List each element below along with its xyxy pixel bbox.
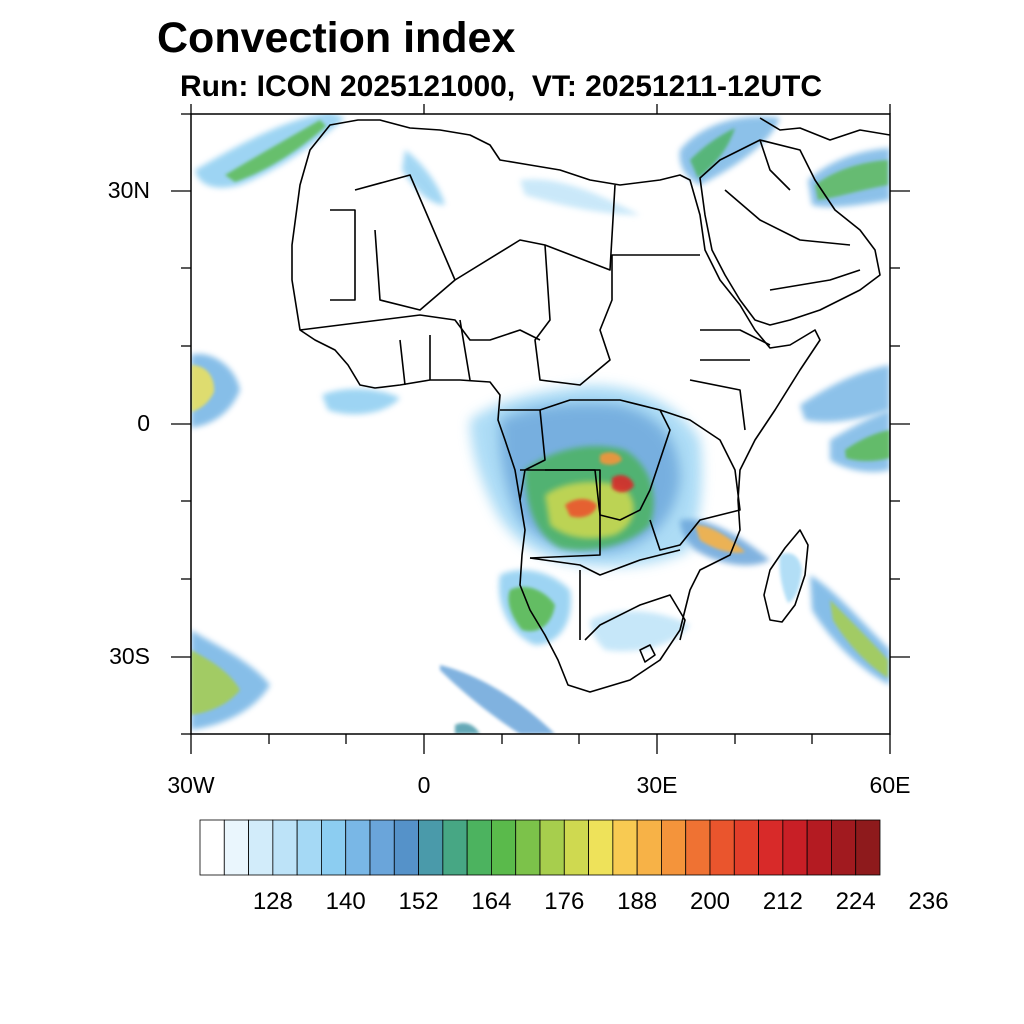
border-sahara-3: [354, 174, 456, 281]
field-levant-core: [690, 128, 735, 178]
colorbar-swatch: [563, 819, 589, 876]
field-sahara-plume: [402, 150, 445, 205]
colorbar-swatch: [296, 819, 322, 876]
lon-label-30e: 30E: [636, 772, 678, 798]
field-sw-atlantic-core: [191, 650, 240, 715]
colorbar-swatch: [588, 819, 614, 876]
lat-label-30n: 30N: [107, 177, 150, 203]
colorbar-swatch: [612, 819, 638, 876]
colorbar-label: 224: [835, 888, 876, 915]
field-south-africa: [590, 610, 690, 652]
border-mideast: [759, 117, 890, 141]
field-guinea: [322, 388, 400, 415]
arabia-coastline: [699, 139, 881, 326]
colorbar-swatch: [393, 819, 419, 876]
colorbar-swatch: [418, 819, 444, 876]
border-arabia: [724, 139, 861, 291]
border-libya-sudan: [534, 244, 700, 386]
field-central-red-1: [565, 499, 597, 518]
map-panel: [191, 114, 890, 734]
border-central-1: [500, 409, 546, 501]
madagascar-coastline: [763, 529, 809, 623]
border-lesotho: [639, 644, 656, 663]
lat-label-0: 0: [137, 410, 150, 436]
field-se-indian-mid-core: [845, 430, 890, 461]
field-central-orange-3: [600, 452, 622, 465]
border-sahara-2: [374, 184, 616, 311]
colorbar-swatch: [199, 819, 225, 876]
colorbar-label: 212: [762, 888, 803, 915]
convection-field: [191, 114, 890, 734]
border-horn: [689, 329, 771, 431]
border-southern-2: [584, 594, 686, 641]
field-iran-core: [815, 160, 888, 200]
colorbar-swatch: [661, 819, 687, 876]
colorbar-swatch: [345, 819, 371, 876]
field-madagascar: [779, 553, 802, 603]
colorbar-swatch: [223, 819, 249, 876]
lon-label-30w: 30W: [167, 772, 215, 798]
colorbar-swatch: [466, 819, 492, 876]
colorbar-swatch: [636, 819, 662, 876]
colorbar-label: 236: [908, 888, 949, 915]
map-subtitle: Run: ICON 2025121000, VT: 20251211-12UTC: [180, 70, 822, 103]
border-southern-1: [529, 549, 681, 640]
colorbar-swatch: [515, 819, 541, 876]
lat-label-30s: 30S: [109, 643, 150, 669]
colorbar-swatch: [321, 819, 347, 876]
colorbar-swatch: [442, 819, 468, 876]
field-se-indian-upper: [800, 365, 890, 422]
colorbar-label: 140: [325, 888, 366, 915]
field-namibia-core: [508, 586, 555, 632]
africa-coastline: [291, 119, 821, 693]
colorbar-swatch: [539, 819, 565, 876]
border-west-africa: [299, 314, 541, 341]
colorbar-label: 152: [398, 888, 439, 915]
colorbar-label: 200: [689, 888, 731, 915]
lon-label-0: 0: [417, 772, 431, 798]
field-s-atlantic-spot: [455, 723, 480, 734]
field-s-atlantic-band: [440, 665, 555, 734]
field-nw-band-core: [225, 120, 326, 182]
colorbar-swatch: [855, 819, 881, 876]
colorbar-swatch: [831, 819, 857, 876]
colorbar-swatch: [685, 819, 711, 876]
colorbar-swatch: [733, 819, 759, 876]
colorbar-swatch: [758, 819, 784, 876]
colorbar-swatch: [369, 819, 395, 876]
colorbar-swatch: [491, 819, 517, 876]
border-sahara-1: [330, 209, 356, 301]
country-borders: [291, 117, 890, 693]
colorbar-swatch: [782, 819, 808, 876]
colorbar-swatch: [272, 819, 298, 876]
field-se-indian-lower-core: [830, 600, 888, 678]
field-central-red-2: [612, 475, 634, 493]
field-libya-stripe: [520, 179, 640, 215]
colorbar-swatch: [806, 819, 832, 876]
colorbar: [199, 819, 881, 876]
colorbar-swatch: [248, 819, 274, 876]
colorbar-swatch: [709, 819, 735, 876]
lon-label-60e: 60E: [869, 772, 911, 798]
border-central-3: [520, 469, 601, 559]
colorbar-label: 128: [252, 888, 293, 915]
border-east-africa: [649, 409, 741, 551]
colorbar-label: 188: [617, 888, 658, 915]
field-west-atlantic-core: [191, 365, 215, 412]
colorbar-label: 164: [471, 888, 512, 915]
field-mozambique-core: [695, 525, 745, 553]
axis-ticks: [171, 104, 910, 754]
map-title: Convection index: [157, 14, 516, 62]
border-gulf-guinea: [399, 319, 471, 386]
colorbar-label: 176: [544, 888, 585, 915]
